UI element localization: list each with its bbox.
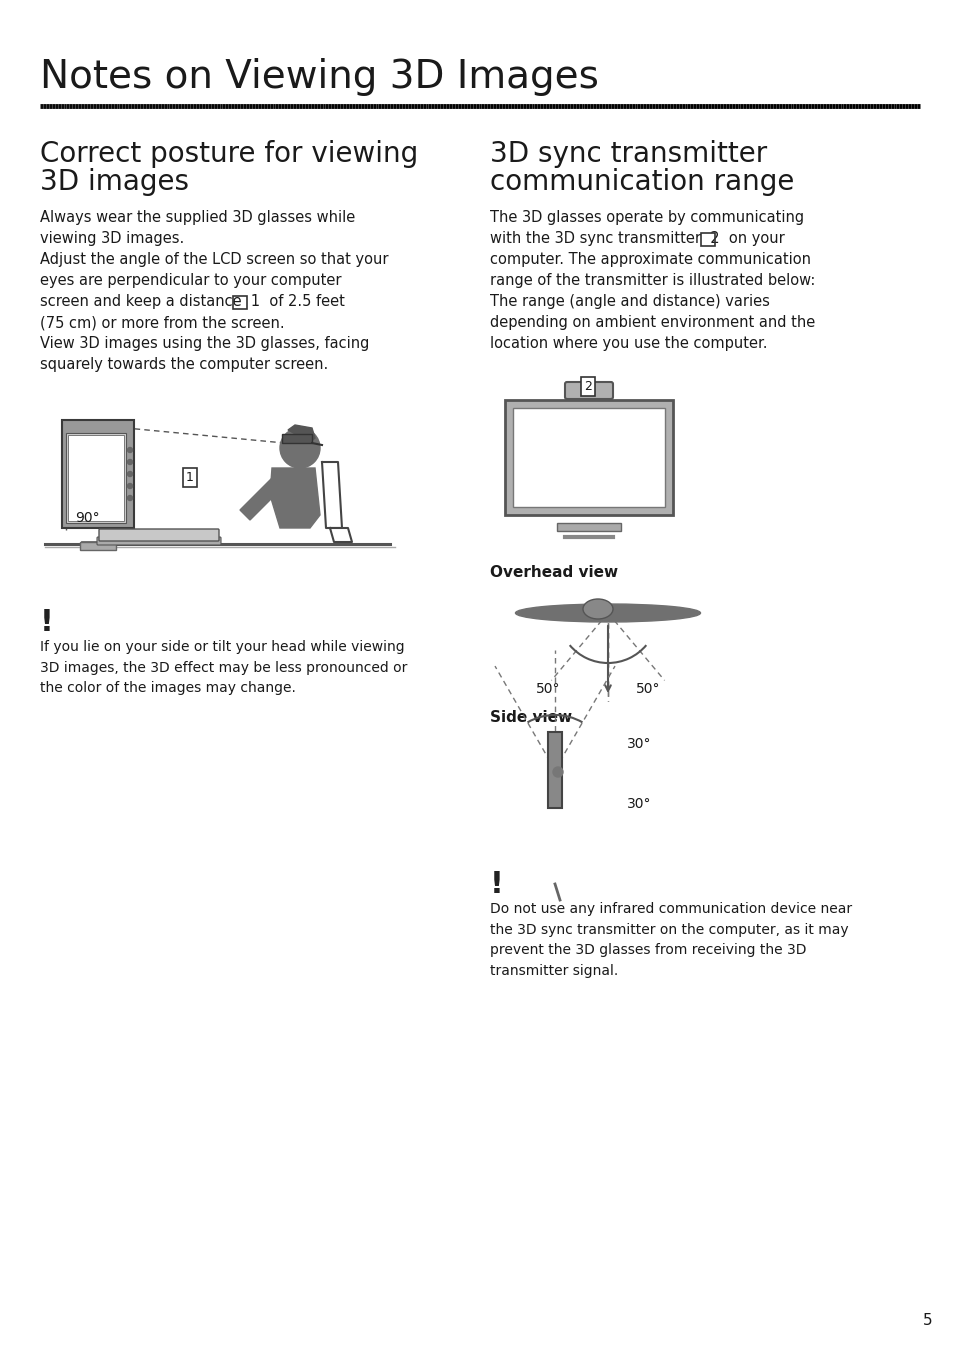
- Bar: [68, 435, 124, 521]
- Text: Notes on Viewing 3D Images: Notes on Viewing 3D Images: [40, 58, 598, 96]
- Text: Side view: Side view: [490, 709, 572, 724]
- Polygon shape: [288, 425, 314, 441]
- Text: with the 3D sync transmitter  2  on your: with the 3D sync transmitter 2 on your: [490, 232, 784, 246]
- Text: screen and keep a distance  1  of 2.5 feet: screen and keep a distance 1 of 2.5 feet: [40, 294, 345, 309]
- Circle shape: [553, 766, 562, 777]
- Text: 3D sync transmitter: 3D sync transmitter: [490, 139, 766, 168]
- Text: 3D images: 3D images: [40, 168, 189, 196]
- Text: Correct posture for viewing: Correct posture for viewing: [40, 139, 417, 168]
- FancyBboxPatch shape: [564, 382, 613, 399]
- Text: 2: 2: [583, 380, 591, 393]
- Text: squarely towards the computer screen.: squarely towards the computer screen.: [40, 357, 328, 372]
- Text: !: !: [490, 871, 503, 899]
- Polygon shape: [270, 468, 319, 528]
- Polygon shape: [240, 475, 285, 520]
- Text: (75 cm) or more from the screen.: (75 cm) or more from the screen.: [40, 315, 284, 330]
- Text: Adjust the angle of the LCD screen so that your: Adjust the angle of the LCD screen so th…: [40, 252, 388, 267]
- FancyBboxPatch shape: [99, 529, 219, 542]
- Circle shape: [128, 483, 132, 489]
- Bar: [700, 233, 714, 246]
- Bar: [66, 433, 126, 523]
- Text: 5: 5: [923, 1313, 932, 1328]
- Circle shape: [280, 428, 319, 468]
- Text: 50°: 50°: [536, 682, 560, 696]
- Bar: [62, 420, 133, 528]
- Text: View 3D images using the 3D glasses, facing: View 3D images using the 3D glasses, fac…: [40, 336, 369, 351]
- Text: Always wear the supplied 3D glasses while: Always wear the supplied 3D glasses whil…: [40, 210, 355, 225]
- Text: The range (angle and distance) varies: The range (angle and distance) varies: [490, 294, 769, 309]
- Polygon shape: [322, 462, 341, 528]
- Circle shape: [128, 459, 132, 464]
- Bar: [547, 733, 561, 808]
- Bar: [513, 408, 664, 506]
- Bar: [282, 435, 312, 443]
- Ellipse shape: [582, 598, 613, 619]
- Text: 90°: 90°: [75, 510, 99, 525]
- Text: 30°: 30°: [626, 737, 651, 751]
- Text: depending on ambient environment and the: depending on ambient environment and the: [490, 315, 815, 330]
- Text: computer. The approximate communication: computer. The approximate communication: [490, 252, 810, 267]
- Text: 1: 1: [186, 471, 193, 483]
- Text: Overhead view: Overhead view: [490, 565, 618, 580]
- Text: 50°: 50°: [636, 682, 659, 696]
- Ellipse shape: [515, 604, 700, 621]
- Bar: [233, 297, 247, 309]
- Bar: [557, 523, 620, 531]
- Circle shape: [128, 471, 132, 477]
- Text: location where you use the computer.: location where you use the computer.: [490, 336, 767, 351]
- Text: viewing 3D images.: viewing 3D images.: [40, 232, 184, 246]
- Text: communication range: communication range: [490, 168, 794, 196]
- Text: range of the transmitter is illustrated below:: range of the transmitter is illustrated …: [490, 274, 815, 288]
- Text: Do not use any infrared communication device near
the 3D sync transmitter on the: Do not use any infrared communication de…: [490, 902, 851, 978]
- Polygon shape: [330, 528, 352, 542]
- Text: If you lie on your side or tilt your head while viewing
3D images, the 3D effect: If you lie on your side or tilt your hea…: [40, 640, 407, 695]
- Bar: [80, 542, 116, 550]
- Text: 30°: 30°: [626, 798, 651, 811]
- Text: !: !: [40, 608, 53, 636]
- Circle shape: [128, 448, 132, 452]
- Text: The 3D glasses operate by communicating: The 3D glasses operate by communicating: [490, 210, 803, 225]
- Text: eyes are perpendicular to your computer: eyes are perpendicular to your computer: [40, 274, 341, 288]
- Bar: [504, 399, 672, 515]
- FancyBboxPatch shape: [97, 538, 221, 546]
- Circle shape: [128, 496, 132, 501]
